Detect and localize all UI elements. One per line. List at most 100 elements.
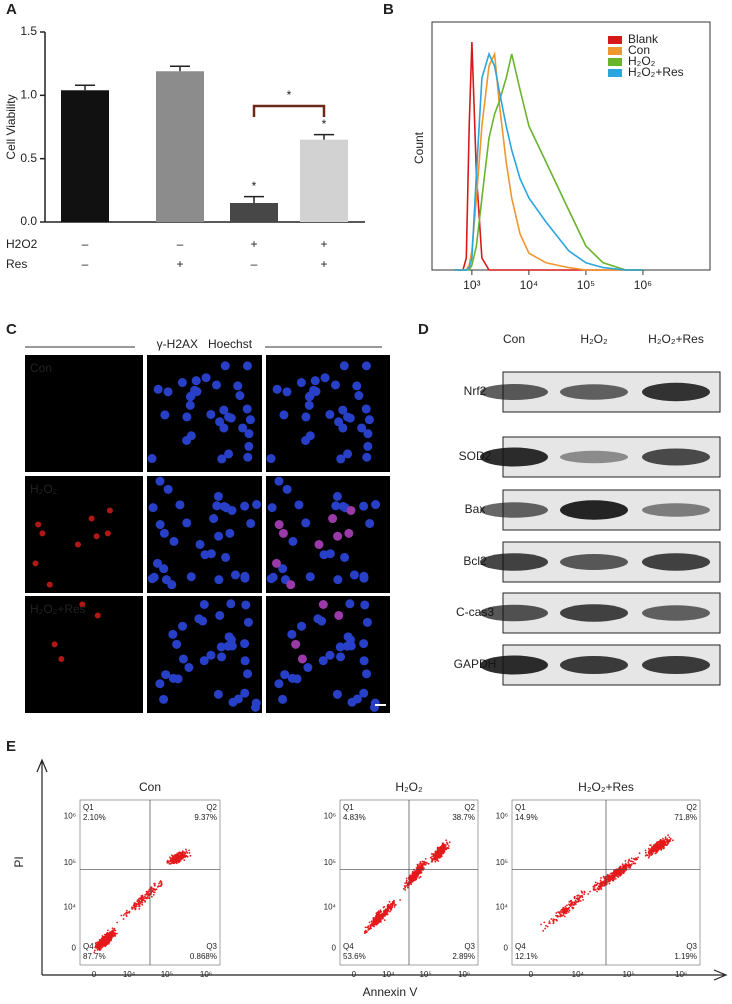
nucleus [278,528,288,538]
nucleus [354,391,364,401]
nucleus [177,378,187,388]
nucleus [287,629,297,639]
event-dot [150,886,152,888]
y-tick-label: 10⁴ [324,902,337,911]
event-dot [100,946,103,949]
nucleus [274,520,284,530]
treatment-sign: – [251,257,258,271]
nucleus [182,412,192,422]
nucleus [214,575,224,585]
event-dot [660,840,663,842]
event-dot [438,847,440,850]
legend-label: H₂O₂ [628,54,656,68]
event-dot [188,852,191,854]
nucleus [213,689,223,699]
event-dot [624,866,627,868]
nucleus [361,361,371,371]
plot-title: H₂O₂ [395,780,423,794]
event-dot [594,884,596,886]
nucleus [225,528,235,538]
nucleus [278,564,288,574]
nucleus [241,600,251,610]
event-dot [183,859,186,861]
event-dot [629,865,632,868]
event-dot [111,927,114,930]
y-tick-label: 0 [72,944,77,953]
event-dot [555,912,558,914]
nucleus [320,373,330,383]
nucleus [182,518,192,528]
event-dot [594,888,597,891]
event-dot [542,929,545,932]
event-dot [549,922,551,925]
nucleus [267,503,277,513]
y-tick-label: 10⁴ [64,902,77,911]
event-dot [108,934,110,936]
event-dot [173,860,176,863]
event-dot [153,888,156,891]
event-dot [100,942,103,945]
event-dot [104,936,106,939]
nucleus [362,452,372,462]
event-dot [558,911,560,914]
event-dot [409,878,412,881]
nucleus [240,688,250,698]
y-tick-label: 10⁶ [324,812,336,821]
event-dot [374,917,376,920]
stain-label: γ-H2AX [157,337,198,351]
quadrant-percent: 87.7% [83,952,106,961]
nucleus [159,564,169,574]
event-dot [109,932,111,935]
event-dot [149,893,152,896]
event-dot [656,841,659,844]
nucleus [352,694,362,704]
nucleus [155,679,165,689]
event-dot [556,919,558,922]
event-dot [596,882,599,885]
event-dot [651,852,654,855]
event-dot [101,945,104,948]
event-dot [439,848,441,851]
event-dot [176,853,179,856]
nucleus [88,515,95,522]
event-dot [147,890,150,893]
band [560,604,628,622]
event-dot [393,899,395,902]
y-axis-label: PI [12,856,26,867]
event-dot [106,935,109,938]
event-dot [593,887,595,890]
event-dot [440,851,443,853]
event-dot [628,866,630,869]
y-tick-label: 10⁵ [64,858,76,867]
event-dot [168,862,171,865]
event-dot [410,875,412,878]
event-dot [619,866,622,869]
nucleus [318,600,328,610]
nucleus [106,507,113,514]
legend-swatch [608,69,622,77]
bar [61,90,109,223]
event-dot [407,886,409,889]
nucleus [309,385,319,395]
event-dot [155,888,158,891]
event-dot [423,861,426,864]
event-dot [375,912,378,915]
event-dot [166,860,169,863]
panel-label: C [6,321,17,338]
nucleus [244,441,254,451]
event-dot [445,839,448,842]
event-dot [662,837,664,840]
x-tick-label: 10⁶ [634,278,652,292]
protein-label: Bcl2 [463,554,487,568]
event-dot [563,910,565,912]
event-dot [122,918,125,920]
event-dot [544,927,546,930]
event-dot [552,918,555,920]
nucleus [313,614,323,624]
quadrant-percent: 2.89% [452,952,475,961]
nucleus [230,570,240,580]
event-dot [616,875,619,878]
event-dot [648,849,651,851]
event-dot [627,861,630,864]
event-dot [563,911,566,914]
